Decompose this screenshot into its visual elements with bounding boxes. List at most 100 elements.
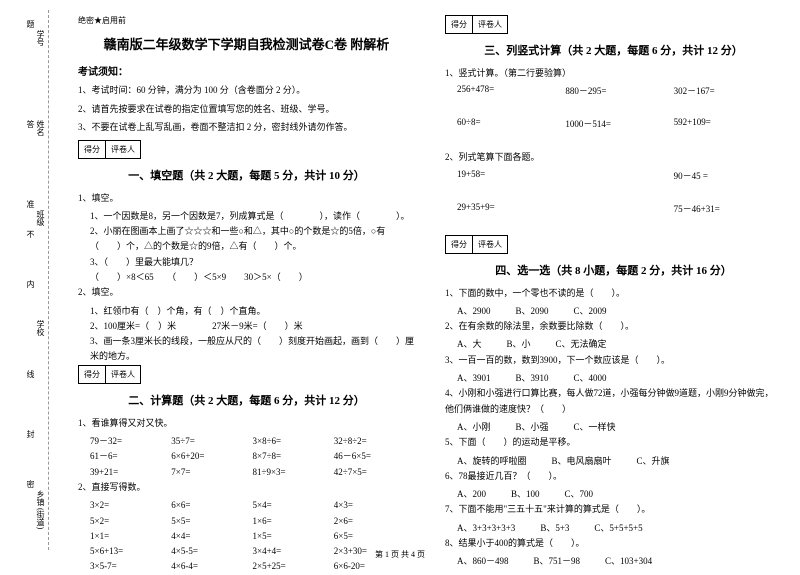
score-box: 得分 评卷人 xyxy=(445,15,508,34)
choice-option: B、2090 xyxy=(516,306,549,316)
exam-title: 赣南版二年级数学下学期自我检测试卷C卷 附解析 xyxy=(78,34,415,53)
score-label: 得分 xyxy=(446,236,473,253)
reviewer-label: 评卷人 xyxy=(106,141,140,158)
score-box: 得分 评卷人 xyxy=(78,140,141,159)
spine-bracket: 内 xyxy=(25,280,36,288)
calc-item: 60÷8= xyxy=(457,117,565,130)
choice-options: A、200 B、100 C、700 xyxy=(445,487,782,502)
confidential-label: 绝密★启用前 xyxy=(78,15,415,26)
calc-item: 6×5= xyxy=(334,529,415,544)
calc-item: 4×4= xyxy=(171,529,252,544)
calc-item: 35÷7= xyxy=(171,434,252,449)
choice-question: 7、下面不能用"三五十五"来计算的算式是（ ）。 xyxy=(445,502,782,517)
choice-options: A、2900 B、2090 C、2009 xyxy=(445,304,782,319)
calc-item: 3×5-7= xyxy=(90,559,171,574)
calc-item xyxy=(565,169,673,182)
question: 2、直接写得数。 xyxy=(78,480,415,495)
sub-question: 3、（ ）里最大能填几？ xyxy=(78,255,415,270)
choice-option: C、700 xyxy=(565,489,594,499)
question: 1、竖式计算。（第二行要验算） xyxy=(445,66,782,81)
spine-bracket: 准 xyxy=(25,200,36,208)
calc-item: 81÷9×3= xyxy=(253,465,334,480)
notice-item: 3、不要在试卷上乱写乱画，卷面不整洁扣 2 分，密封线外请勿作答。 xyxy=(78,121,415,135)
calc-item: 75－46+31= xyxy=(674,202,782,215)
reviewer-label: 评卷人 xyxy=(473,16,507,33)
section-2-title: 二、计算题（共 2 大题，每题 6 分，共计 12 分） xyxy=(78,392,415,408)
score-box: 得分 评卷人 xyxy=(78,365,141,384)
calc-item: 880－295= xyxy=(565,84,673,97)
choice-option: C、4000 xyxy=(574,373,607,383)
calc-item: 3×8÷6= xyxy=(253,434,334,449)
choice-option: B、100 xyxy=(511,489,540,499)
score-label: 得分 xyxy=(446,16,473,33)
sub-question: 3、画一条3厘米长的线段，一般应从尺的（ ）刻度开始画起，画到（ ）厘米的地方。 xyxy=(78,334,415,365)
spine-label: 学校 xyxy=(35,320,46,336)
calc-item: 5×4= xyxy=(253,498,334,513)
choice-option: B、电风扇扇叶 xyxy=(552,456,612,466)
reviewer-label: 评卷人 xyxy=(106,366,140,383)
choice-question: 3、一百一百的数，数到3900，下一个数应该是（ ）。 xyxy=(445,353,782,368)
calc-item: 1×6= xyxy=(253,514,334,529)
choice-question: 5、下面（ ）的运动是平移。 xyxy=(445,435,782,450)
calc-item xyxy=(565,202,673,215)
exam-content: 绝密★启用前 赣南版二年级数学下学期自我检测试卷C卷 附解析 考试须知： 1、考… xyxy=(60,0,800,565)
calc-item: 2×5+25= xyxy=(253,559,334,574)
calc-item: 42÷7×5= xyxy=(334,465,415,480)
sub-question: （ ）×8＜65 （ ）＜5×9 30＞5×（ ） xyxy=(78,270,415,285)
choice-options: A、旋转的呼啦圈 B、电风扇扇叶 C、升旗 xyxy=(445,454,782,469)
calc-item: 39+21= xyxy=(90,465,171,480)
choice-question: 1、下面的数中，一个零也不读的是（ ）。 xyxy=(445,286,782,301)
calc-item: 1000－514= xyxy=(565,117,673,130)
notice-heading: 考试须知： xyxy=(78,63,415,78)
choice-option: C、升旗 xyxy=(637,456,670,466)
calc-item: 5×2= xyxy=(90,514,171,529)
question: 1、看谁算得又对又快。 xyxy=(78,416,415,431)
choice-options: A、大 B、小 C、无法确定 xyxy=(445,337,782,352)
choice-option: B、5+3 xyxy=(540,523,569,533)
question: 1、填空。 xyxy=(78,191,415,206)
right-column: 得分 评卷人 三、列竖式计算（共 2 大题，每题 6 分，共计 12 分） 1、… xyxy=(430,15,790,560)
sub-question: 1、一个因数是8，另一个因数是7，列成算式是（ ），读作（ ）。 xyxy=(78,209,415,224)
sub-question: 2、100厘米=（ ）米 27米－9米=（ ）米 xyxy=(78,319,415,334)
choice-option: B、小 xyxy=(507,339,531,349)
calc-item: 19+58= xyxy=(457,169,565,182)
score-label: 得分 xyxy=(79,141,106,158)
notice-item: 2、请首先按要求在试卷的指定位置填写您的姓名、班级、学号。 xyxy=(78,103,415,117)
calc-item: 32÷8÷2= xyxy=(334,434,415,449)
choice-options: A、3901B、3910C、4000 xyxy=(445,371,782,386)
spine-label: 学号 xyxy=(35,30,46,46)
choice-option: A、3+3+3+3+3 xyxy=(457,523,515,533)
choice-options: A、3+3+3+3+3 B、5+3 C、5+5+5+5 xyxy=(445,521,782,536)
section-1-title: 一、填空题（共 2 大题，每题 5 分，共计 10 分） xyxy=(78,167,415,183)
spine-bracket: 密 xyxy=(25,480,36,488)
calc-item: 6×6+20= xyxy=(171,449,252,464)
choice-option: B、3910 xyxy=(516,373,549,383)
calc-item: 302－167= xyxy=(674,84,782,97)
score-label: 得分 xyxy=(79,366,106,383)
calc-item: 5×5= xyxy=(171,514,252,529)
question: 2、填空。 xyxy=(78,285,415,300)
choice-question: 2、在有余数的除法里，余数要比除数（ ）。 xyxy=(445,319,782,334)
calc-item: 8×7÷8= xyxy=(253,449,334,464)
choice-question: 6、78最接近几百？（ ）。 xyxy=(445,469,782,484)
calc-item: 6×6= xyxy=(171,498,252,513)
section-4-title: 四、选一选（共 8 小题，每题 2 分，共计 16 分） xyxy=(445,262,782,278)
choice-option: C、2009 xyxy=(574,306,607,316)
choice-option: A、200 xyxy=(457,489,486,499)
spine-label: 乡镇 (街道) xyxy=(35,490,46,529)
calc-item: 90－45 = xyxy=(674,169,782,182)
sub-question: 1、红领巾有（ ）个角，有（ ）个直角。 xyxy=(78,304,415,319)
choice-option: A、2900 xyxy=(457,306,491,316)
calc-block: 79－32=35÷7=3×8÷6=32÷8÷2=61－6=6×6+20=8×7÷… xyxy=(78,434,415,480)
choice-option: C、5+5+5+5 xyxy=(594,523,642,533)
calc-item: 29+35+9= xyxy=(457,202,565,215)
choice-option: A、旋转的呼啦圈 xyxy=(457,456,527,466)
binding-spine: 学号 姓名 班级 学校 乡镇 (街道) 题 答 准 不 内 线 封 密 xyxy=(0,0,60,565)
choice-option: A、大 xyxy=(457,339,482,349)
choice-option: B、小强 xyxy=(516,422,549,432)
section-3-title: 三、列竖式计算（共 2 大题，每题 6 分，共计 12 分） xyxy=(445,42,782,58)
choice-option: C、无法确定 xyxy=(556,339,607,349)
reviewer-label: 评卷人 xyxy=(473,236,507,253)
calc-item: 46－6×5= xyxy=(334,449,415,464)
question: 2、列式笔算下面各题。 xyxy=(445,150,782,165)
